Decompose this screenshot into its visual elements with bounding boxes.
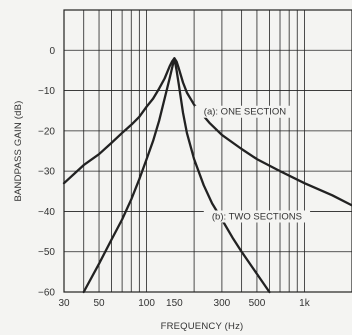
series-line-one-section bbox=[62, 57, 352, 207]
annotation-two-sections: (b): TWO SECTIONS bbox=[212, 211, 302, 222]
y-tick-label: −10 bbox=[38, 86, 55, 97]
y-tick-label: −20 bbox=[38, 126, 55, 137]
x-tick-label: 300 bbox=[214, 298, 231, 309]
x-tick-label: 1k bbox=[299, 298, 311, 309]
y-tick-label: −60 bbox=[38, 288, 55, 299]
x-tick-label: 150 bbox=[166, 298, 183, 309]
plot-frame bbox=[63, 9, 352, 293]
annotations: (a): ONE SECTION (b): TWO SECTIONS bbox=[194, 105, 311, 223]
annotation-one-section: (a): ONE SECTION bbox=[204, 107, 286, 118]
x-tick-label: 100 bbox=[138, 298, 155, 309]
y-axis-label: BANDPASS GAIN (dB) bbox=[13, 100, 24, 201]
y-tick-label: −30 bbox=[38, 167, 55, 178]
curves bbox=[62, 57, 352, 294]
x-tick-label: 30 bbox=[58, 298, 70, 309]
x-tick-label: 500 bbox=[249, 298, 266, 309]
x-axis-label: FREQUENCY (Hz) bbox=[161, 321, 244, 332]
y-tick-label: −40 bbox=[38, 207, 55, 218]
x-tick-label: 50 bbox=[93, 298, 105, 309]
annotation-background bbox=[203, 210, 311, 223]
y-tick-label: −50 bbox=[38, 247, 55, 258]
annotation-background bbox=[194, 105, 296, 118]
y-tick-label: 0 bbox=[49, 46, 55, 57]
